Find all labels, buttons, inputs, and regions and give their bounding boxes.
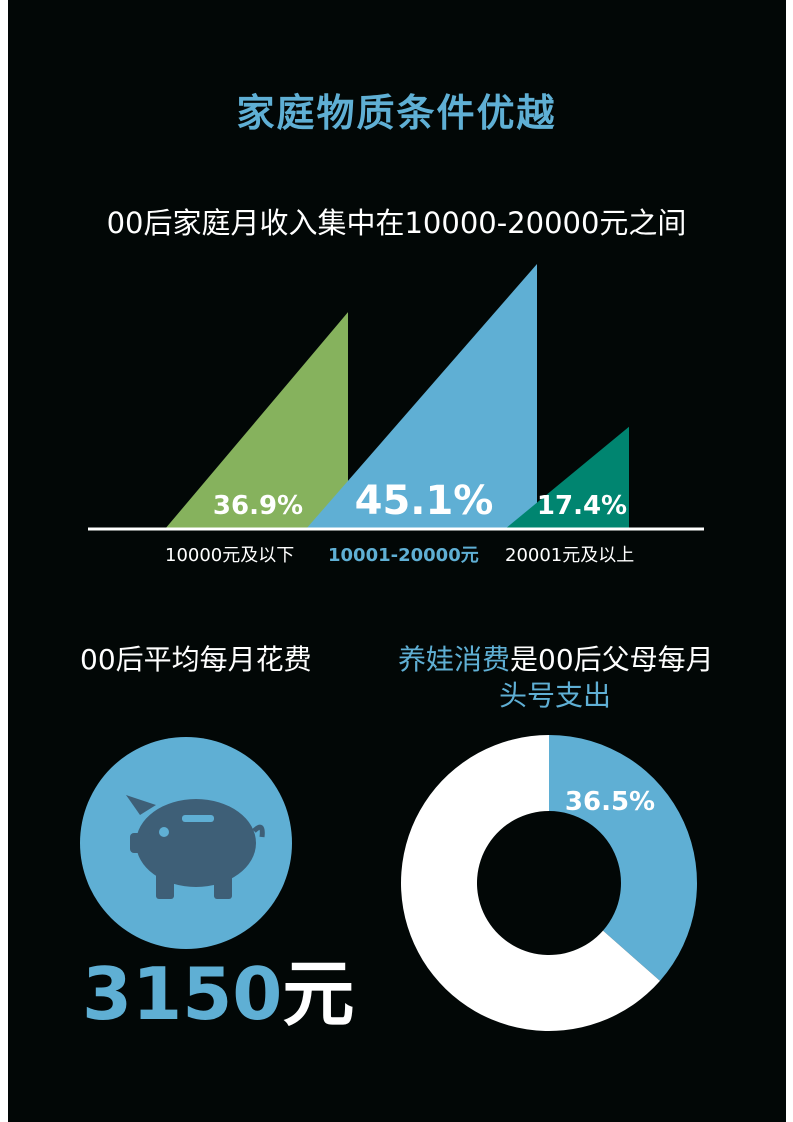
donut-slice-0 [549, 735, 697, 981]
piggy-bank-icon [126, 795, 265, 899]
triangle-marks-group [165, 264, 629, 529]
income-triangle-chart: 36.9% 45.1% 17.4% [88, 264, 704, 531]
category-label-low: 10000元及以下 [165, 545, 295, 566]
triangle-value-label-1: 45.1% [355, 478, 494, 524]
parent-spending-donut-chart: 36.5% [401, 735, 697, 1031]
spending-amount: 3150元 [82, 958, 354, 1030]
category-label-mid: 10001-20000元 [328, 545, 479, 566]
coin-slot [182, 815, 214, 822]
triangle-bar-1 [306, 264, 537, 529]
spending-heading: 00后平均每月花费 [80, 643, 312, 676]
triangle-bar-0 [165, 312, 348, 529]
spending-amount-number: 3150 [82, 952, 283, 1036]
donut-value-label: 36.5% [565, 787, 655, 817]
spending-amount-unit: 元 [282, 952, 355, 1036]
triangle-value-label-2: 17.4% [537, 491, 627, 521]
donut-slices-group [401, 735, 697, 1031]
parent-spending-rest: 是00后父母每月 [510, 643, 714, 676]
triangle-value-label-0: 36.9% [213, 491, 303, 521]
income-heading: 00后家庭月收入集中在10000-20000元之间 [106, 206, 687, 240]
triangle-bar-2 [505, 426, 629, 529]
piggy-bank-badge [80, 737, 292, 949]
triangle-value-labels-group: 36.9% 45.1% 17.4% [213, 478, 627, 524]
parent-spending-heading-line1: 养娃消费是00后父母每月 [398, 638, 714, 678]
piggy-eye [159, 827, 169, 837]
donut-slice-1 [401, 735, 661, 1031]
page-title: 家庭物质条件优越 [236, 91, 557, 135]
category-label-high: 20001元及以上 [505, 545, 635, 566]
parent-spending-highlight: 养娃消费 [398, 643, 511, 676]
parent-spending-heading-line2: 头号支出 [499, 679, 612, 712]
